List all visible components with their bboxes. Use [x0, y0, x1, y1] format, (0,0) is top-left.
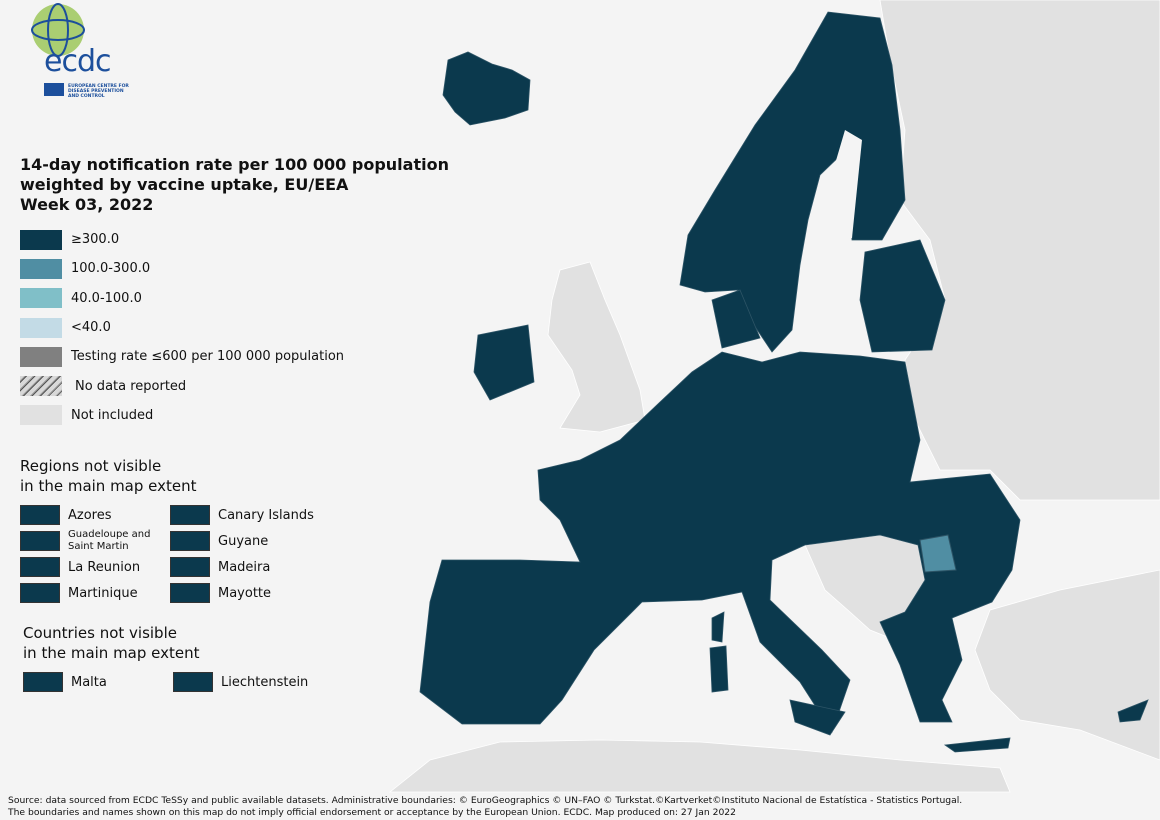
- logo-subtitle: EUROPEAN CENTRE FOR DISEASE PREVENTION A…: [68, 84, 129, 99]
- regions-label: Azores: [68, 507, 112, 523]
- footer-line: The boundaries and names shown on this m…: [8, 807, 736, 818]
- regions-label: Canary Islands: [218, 507, 314, 523]
- footer-line: Source: data sourced from ECDC TeSSy and…: [8, 795, 963, 806]
- regions-label: Martinique: [68, 585, 138, 601]
- heading-line: Countries not visible: [23, 624, 177, 642]
- regions-label: La Reunion: [68, 559, 141, 575]
- countries-label: Liechtenstein: [221, 674, 309, 690]
- logo-line: EUROPEAN CENTRE FOR: [68, 84, 129, 89]
- title-line: weighted by vaccine uptake, EU/EEA: [20, 175, 349, 194]
- legend-label: Not included: [71, 407, 154, 423]
- swatch: [20, 288, 62, 309]
- swatch: [173, 672, 213, 692]
- highlight-region: [919, 534, 957, 573]
- regions-label: Madeira: [218, 559, 271, 575]
- legend-label: Testing rate ≤600 per 100 000 population: [71, 349, 345, 365]
- legend-item: No data reported: [20, 371, 344, 400]
- regions-list: Azores Canary Islands Guadeloupe and Saint…: [20, 504, 320, 604]
- swatch: [20, 557, 60, 577]
- legend-label: No data reported: [75, 378, 187, 394]
- countries-item: Malta: [23, 671, 173, 693]
- legend-item: <40.0: [20, 313, 344, 342]
- heading-line: in the main map extent: [23, 644, 200, 662]
- swatch: [20, 229, 62, 250]
- regions-item: La Reunion: [20, 556, 170, 578]
- regions-heading: Regions not visible in the main map exte…: [20, 456, 320, 496]
- swatch: [20, 505, 60, 525]
- countries-heading: Countries not visible in the main map ex…: [23, 623, 323, 663]
- heading-line: in the main map extent: [20, 477, 197, 495]
- regions-item: Martinique: [20, 582, 170, 604]
- swatch: [20, 531, 60, 551]
- countries-item: Liechtenstein: [173, 671, 323, 693]
- title: 14-day notification rate per 100 000 pop…: [20, 155, 449, 215]
- regions-item: Guyane: [170, 530, 320, 552]
- non-included-land: [388, 0, 1160, 793]
- logo-line: AND CONTROL: [68, 94, 105, 99]
- countries-label: Malta: [71, 674, 107, 690]
- heading-line: Regions not visible: [20, 457, 162, 475]
- legend-label: 100.0-300.0: [71, 261, 151, 277]
- regions-label: Mayotte: [218, 585, 272, 601]
- legend: ≥300.0 100.0-300.0 40.0-100.0 <40.0 Testing …: [20, 225, 344, 430]
- sea: [820, 130, 862, 242]
- swatch: [20, 258, 62, 279]
- footer: Source: data sourced from ECDC TeSSy and…: [8, 795, 962, 819]
- regions: Regions not visible in the main map exte…: [20, 456, 320, 604]
- legend-item: 40.0-100.0: [20, 284, 344, 313]
- swatch: [20, 583, 60, 603]
- regions-item: Guadeloupe and Saint Martin: [20, 529, 170, 552]
- regions-item: Mayotte: [170, 582, 320, 604]
- title-line: 14-day notification rate per 100 000 pop…: [20, 155, 449, 174]
- legend-label: <40.0: [71, 320, 111, 336]
- swatch: [20, 346, 62, 367]
- legend-item: Not included: [20, 401, 344, 430]
- logo-globe: [31, 3, 85, 96]
- swatch: [170, 583, 210, 603]
- countries: Countries not visible in the main map ex…: [23, 623, 323, 693]
- swatch: [20, 376, 62, 397]
- title-line: Week 03, 2022: [20, 195, 154, 214]
- swatch: [170, 505, 210, 525]
- regions-item: Madeira: [170, 556, 320, 578]
- regions-label: Guyane: [218, 533, 269, 549]
- logo-line: DISEASE PREVENTION: [68, 89, 124, 94]
- legend-label: ≥300.0: [71, 232, 120, 248]
- legend-item: Testing rate ≤600 per 100 000 population: [20, 342, 344, 371]
- swatch: [170, 557, 210, 577]
- countries-list: Malta Liechtenstein: [23, 671, 323, 693]
- swatch: [23, 672, 63, 692]
- legend-item: ≥300.0: [20, 225, 344, 254]
- regions-item: Azores: [20, 504, 170, 526]
- regions-label: Guadeloupe and Saint Martin: [68, 529, 151, 552]
- swatch: [170, 531, 210, 551]
- swatch: [20, 405, 62, 426]
- logo-name: ecdc: [44, 44, 111, 79]
- legend-label: 40.0-100.0: [71, 290, 142, 306]
- swatch: [20, 317, 62, 338]
- included-land: [419, 11, 1149, 753]
- legend-item: 100.0-300.0: [20, 254, 344, 283]
- regions-item: Canary Islands: [170, 504, 320, 526]
